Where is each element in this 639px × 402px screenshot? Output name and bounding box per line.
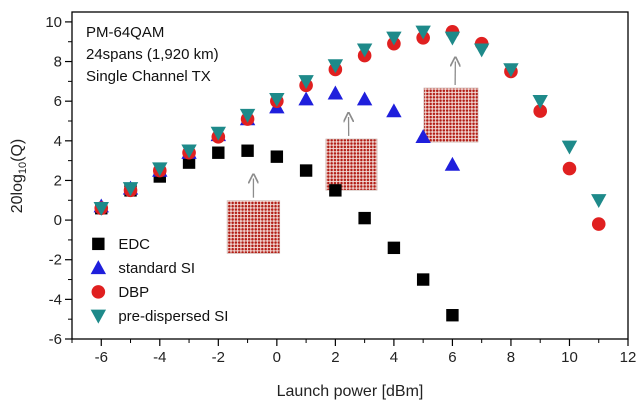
constellation-edc: [226, 200, 281, 254]
x-axis-label: Launch power [dBm]: [277, 383, 424, 400]
y-tick-label: -4: [49, 291, 62, 308]
data-point-pre-dispersed-si: [327, 59, 344, 74]
data-point-edc: [212, 146, 225, 159]
data-point-edc: [358, 211, 371, 225]
data-point-standard-si: [327, 85, 344, 100]
y-tick-label: 2: [54, 172, 62, 189]
x-tick-label: -2: [212, 349, 225, 366]
data-point-standard-si: [298, 91, 314, 106]
data-point-pre-dispersed-si: [122, 182, 139, 197]
data-point-pre-dispersed-si: [298, 75, 314, 90]
data-point-pre-dispersed-si: [561, 140, 578, 155]
data-point-pre-dispersed-si: [386, 31, 402, 46]
data-point-standard-si: [386, 103, 402, 118]
legend-label-edc: EDC: [118, 236, 150, 253]
data-point-standard-si: [356, 91, 373, 106]
legend-marker-pre-dispersed-si: [90, 309, 107, 324]
constellation-standard-si: [325, 138, 378, 191]
constellation-dbp: [423, 87, 479, 143]
y-tick-label: 8: [54, 54, 62, 71]
x-tick-label: 2: [331, 349, 339, 366]
data-point-edc: [446, 309, 459, 322]
data-point-edc: [182, 156, 196, 169]
data-point-edc: [270, 150, 284, 163]
x-tick-label: 8: [507, 349, 515, 366]
y-tick-label: 10: [45, 14, 62, 31]
data-point-edc: [329, 184, 342, 197]
y-tick-label: -2: [49, 252, 62, 269]
data-point-dbp: [562, 161, 577, 176]
data-point-pre-dispersed-si: [269, 93, 285, 107]
plot-frame: [71, 11, 629, 340]
y-tick-label: -6: [49, 331, 62, 348]
data-point-dbp: [533, 104, 548, 118]
data-point-dbp: [591, 217, 606, 231]
data-point-pre-dispersed-si: [532, 94, 548, 109]
data-point-pre-dispersed-si: [239, 108, 256, 123]
legend-marker-standard-si: [90, 260, 107, 275]
data-point-pre-dispersed-si: [444, 31, 461, 46]
x-tick-label: 10: [561, 349, 578, 366]
legend-marker-dbp: [91, 285, 106, 299]
data-point-standard-si: [444, 156, 461, 171]
data-point-pre-dispersed-si: [181, 144, 197, 159]
legend-label-dbp: DBP: [118, 284, 149, 301]
data-point-standard-si: [415, 129, 431, 144]
y-tick-label: 0: [54, 212, 62, 229]
y-tick-label: 6: [54, 93, 62, 110]
data-point-edc: [299, 164, 313, 177]
y-tick-label: 4: [54, 133, 62, 150]
data-point-pre-dispersed-si: [473, 43, 490, 58]
data-point-edc: [387, 241, 401, 255]
x-tick-label: 4: [390, 349, 398, 366]
data-point-pre-dispersed-si: [503, 63, 519, 78]
data-point-edc: [241, 144, 254, 157]
data-point-pre-dispersed-si: [415, 25, 431, 40]
legend-label-pre-dispersed-si: pre-dispersed SI: [118, 308, 228, 325]
y-axis-label: 20log10(Q): [9, 139, 29, 214]
data-point-pre-dispersed-si: [152, 162, 168, 177]
x-tick-label: 0: [273, 349, 281, 366]
x-tick-label: -4: [153, 349, 166, 366]
annotation-block: PM-64QAM 24spans (1,920 km) Single Chann…: [86, 24, 219, 85]
annotation-distance: 24spans (1,920 km): [86, 46, 219, 63]
x-tick-label: 6: [448, 349, 456, 366]
legend-label-standard-si: standard SI: [118, 260, 195, 277]
data-point-pre-dispersed-si: [356, 43, 373, 58]
x-tick-label: 12: [620, 349, 637, 366]
data-point-pre-dispersed-si: [93, 202, 109, 216]
annotation-channel: Single Channel TX: [86, 68, 211, 85]
data-point-edc: [416, 273, 430, 286]
data-point-pre-dispersed-si: [210, 126, 227, 141]
annotation-format: PM-64QAM: [86, 24, 164, 41]
data-point-pre-dispersed-si: [591, 194, 607, 208]
legend-marker-edc: [92, 237, 105, 251]
x-tick-label: -6: [95, 349, 108, 366]
